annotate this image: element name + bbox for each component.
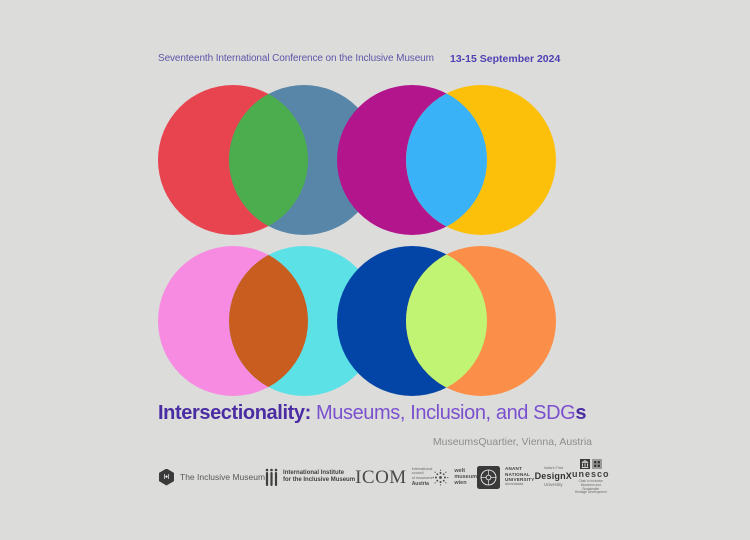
icom-subtext: international council of museums Austria xyxy=(412,467,433,488)
logo-international-institute: International Institute for the Inclusiv… xyxy=(265,468,355,487)
logo-bar: |●| The Inclusive Museum International I… xyxy=(158,458,609,494)
iiim-line1: International Institute xyxy=(283,470,345,476)
logo-inclusive-museum: |●| The Inclusive Museum xyxy=(158,468,266,486)
logo-designx: India's First DesignX University xyxy=(534,466,572,487)
location-text: MuseumsQuartier, Vienna, Austria xyxy=(432,436,592,448)
unesco-sub1: Chair in Inclusive xyxy=(578,478,603,483)
wmw-line1: welt xyxy=(454,468,466,474)
icom-country: Austria xyxy=(411,481,429,488)
anant-line3: UNIVERSITY xyxy=(505,477,535,482)
hexagon-icon: |●| xyxy=(159,468,174,486)
starburst-icon xyxy=(432,469,449,485)
logo-anant-university: ANANT NATIONAL UNIVERSITY Ahmedabad xyxy=(477,465,535,489)
weltmuseum-label: welt museum wien xyxy=(454,468,477,486)
unesco-icons xyxy=(579,458,602,469)
anant-line4: Ahmedabad xyxy=(505,482,524,487)
temple-icon xyxy=(579,458,590,469)
logo-weltmuseum-wien: welt museum wien xyxy=(432,468,477,486)
poster-title: Intersectionality: Museums, Inclusion, a… xyxy=(158,402,586,425)
unesco-sub3: Heritage Development xyxy=(574,490,607,495)
title-bold-part: Intersectionality: xyxy=(158,402,311,424)
wmw-line3: wien xyxy=(454,480,467,486)
icom-sub3: of museums xyxy=(411,475,433,480)
title-suffix: s xyxy=(575,402,587,424)
iiim-line2: for the Inclusive Museum xyxy=(283,477,356,483)
logo-unesco-chair: unesco Chair in Inclusive Museums and Su… xyxy=(572,458,610,496)
seal-icon xyxy=(477,465,500,489)
icom-sub1: international xyxy=(411,466,433,471)
conference-dates: 13-15 September 2024 xyxy=(450,52,561,65)
designx-bottom: University xyxy=(544,481,563,487)
conference-name: Seventeenth International Conference on … xyxy=(158,53,434,64)
icom-wordmark: ICOM xyxy=(355,466,407,488)
wmw-line2: museum xyxy=(454,474,477,480)
unesco-wordmark: unesco xyxy=(572,469,610,480)
inclusive-museum-label: The Inclusive Museum xyxy=(180,472,266,482)
designx-wordmark: DesignX xyxy=(534,471,572,482)
pillars-icon xyxy=(265,468,278,486)
logo-icom: ICOM international council of museums Au… xyxy=(355,467,432,488)
pattern-icon xyxy=(591,458,602,469)
anant-label: ANANT NATIONAL UNIVERSITY Ahmedabad xyxy=(505,466,535,488)
anant-line1: ANANT xyxy=(505,466,523,472)
anant-line2: NATIONAL xyxy=(505,471,530,477)
unesco-subtext: Chair in Inclusive Museums and Sustainab… xyxy=(572,478,610,496)
title-regular-part: Museums, Inclusion, and SDG xyxy=(310,402,576,424)
designx-top: India's First xyxy=(543,466,563,471)
international-institute-label: International Institute for the Inclusiv… xyxy=(283,470,355,484)
unesco-sub2: Museums and Sustainable xyxy=(580,482,601,491)
hexagon-glyph: |●| xyxy=(163,474,170,480)
icom-sub2: council xyxy=(411,471,424,476)
